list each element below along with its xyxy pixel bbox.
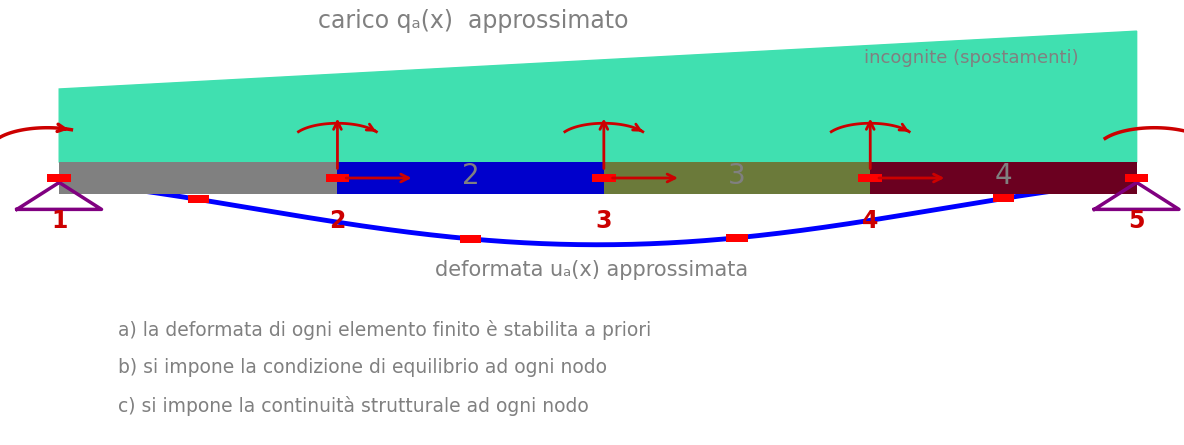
- FancyBboxPatch shape: [727, 234, 748, 242]
- Text: c) si impone la continuità strutturale ad ogni nodo: c) si impone la continuità strutturale a…: [118, 396, 590, 416]
- FancyBboxPatch shape: [870, 162, 1137, 194]
- Text: carico qₐ(x)  approssimato: carico qₐ(x) approssimato: [318, 9, 629, 33]
- Text: 3: 3: [596, 209, 612, 233]
- FancyBboxPatch shape: [326, 174, 349, 182]
- Text: 2: 2: [329, 209, 346, 233]
- FancyBboxPatch shape: [604, 162, 870, 194]
- Text: 1: 1: [189, 162, 207, 190]
- FancyBboxPatch shape: [592, 174, 616, 182]
- Text: incognite (spostamenti): incognite (spostamenti): [863, 49, 1079, 67]
- Text: 4: 4: [995, 162, 1012, 190]
- Text: 3: 3: [728, 162, 746, 190]
- Text: deformata uₐ(x) approssimata: deformata uₐ(x) approssimata: [436, 260, 748, 280]
- FancyBboxPatch shape: [59, 162, 337, 194]
- FancyBboxPatch shape: [1125, 174, 1148, 182]
- FancyBboxPatch shape: [337, 162, 604, 194]
- Text: 1: 1: [51, 209, 67, 233]
- FancyBboxPatch shape: [187, 195, 208, 203]
- Text: 4: 4: [862, 209, 879, 233]
- Text: a) la deformata di ogni elemento finito è stabilita a priori: a) la deformata di ogni elemento finito …: [118, 320, 651, 340]
- FancyBboxPatch shape: [992, 194, 1014, 202]
- FancyBboxPatch shape: [459, 235, 481, 243]
- Text: 5: 5: [1128, 209, 1145, 233]
- FancyBboxPatch shape: [858, 174, 882, 182]
- Text: b) si impone la condizione di equilibrio ad ogni nodo: b) si impone la condizione di equilibrio…: [118, 358, 607, 377]
- FancyBboxPatch shape: [47, 174, 71, 182]
- Text: 2: 2: [462, 162, 480, 190]
- Polygon shape: [59, 31, 1137, 162]
